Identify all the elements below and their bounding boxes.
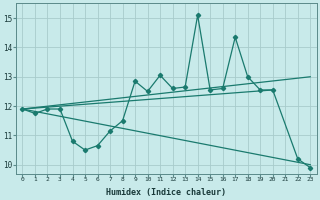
X-axis label: Humidex (Indice chaleur): Humidex (Indice chaleur) — [106, 188, 226, 197]
